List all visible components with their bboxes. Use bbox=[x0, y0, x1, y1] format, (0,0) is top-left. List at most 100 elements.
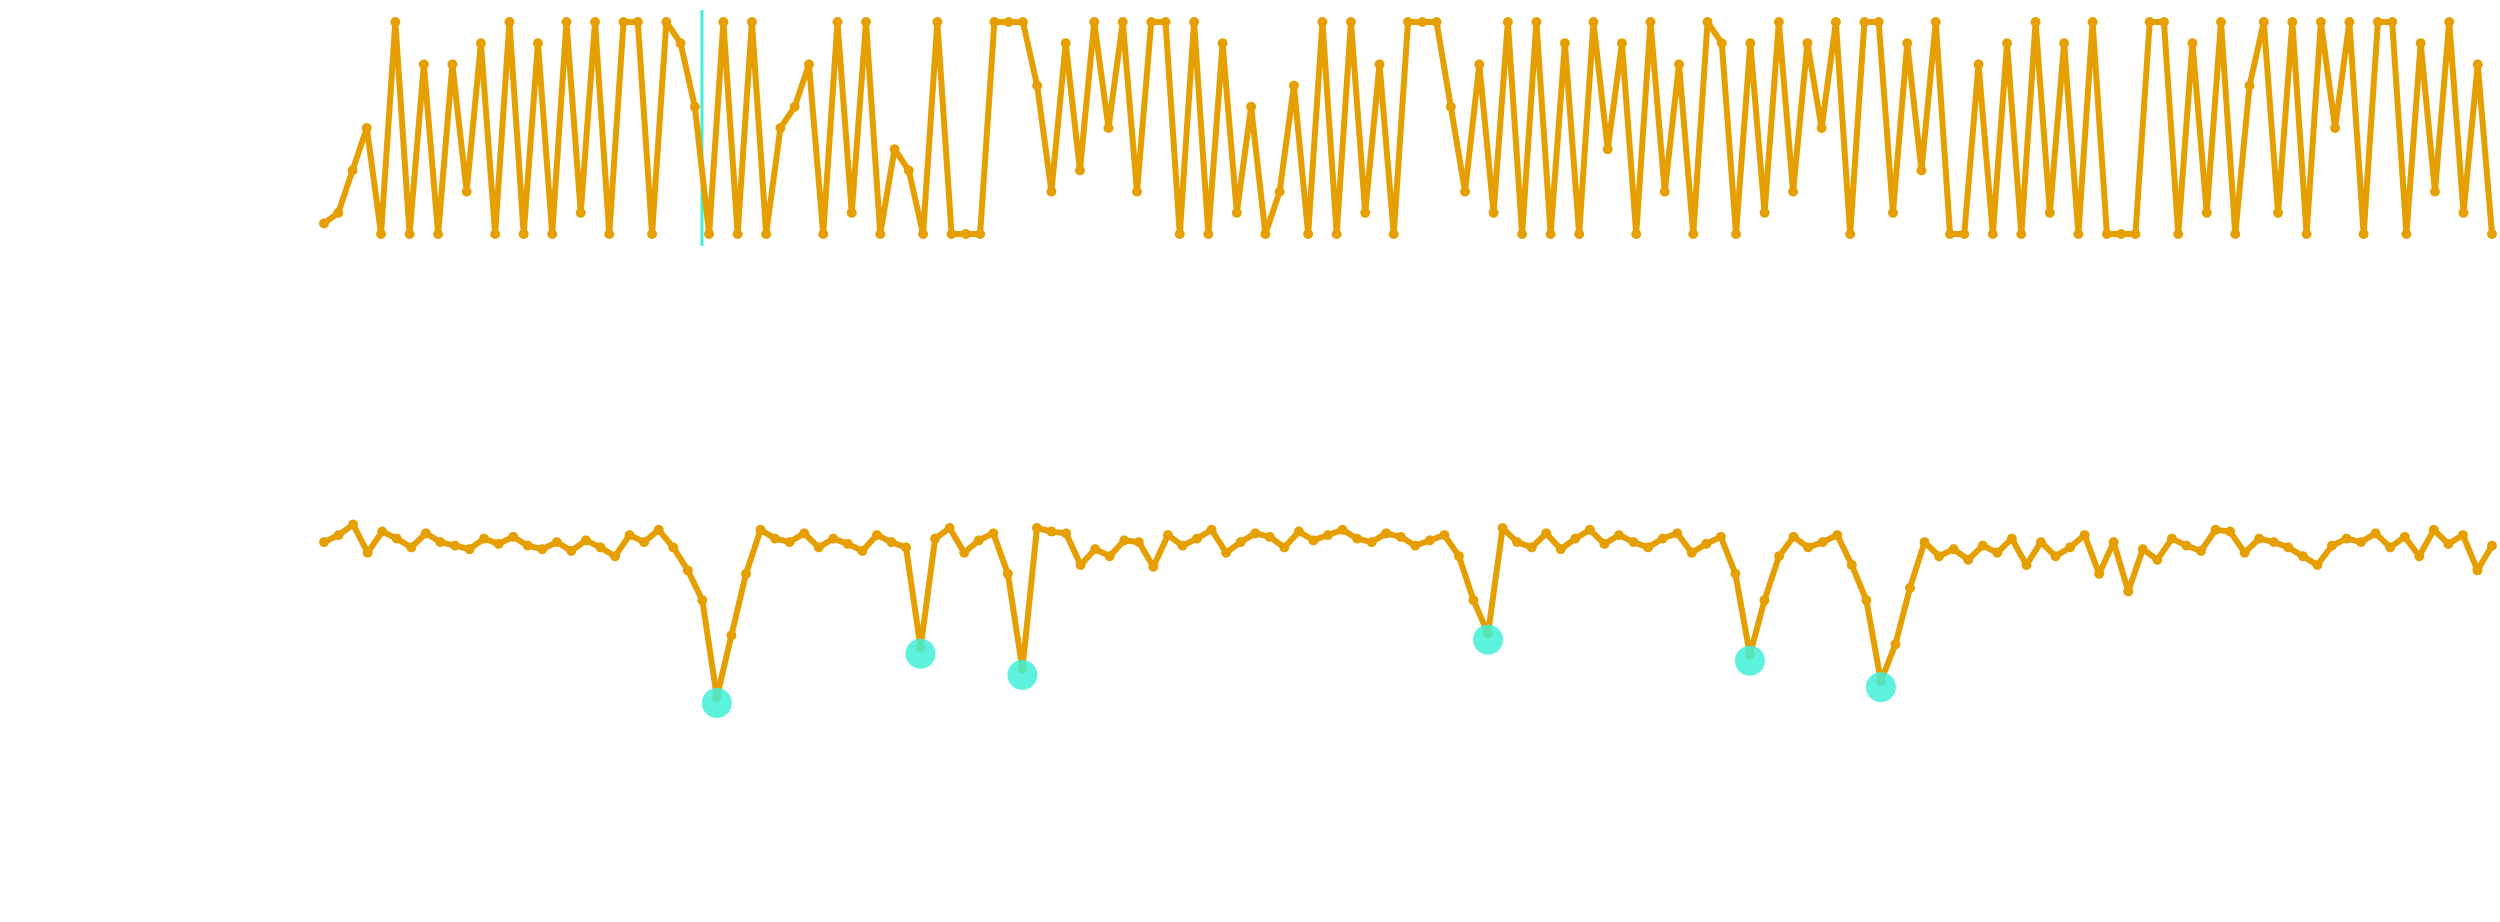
point bbox=[726, 630, 737, 641]
point bbox=[1902, 38, 1913, 49]
point bbox=[1745, 38, 1756, 49]
point bbox=[1403, 17, 1413, 27]
point bbox=[682, 565, 693, 576]
point bbox=[1541, 528, 1552, 539]
point bbox=[889, 144, 900, 155]
highlight bbox=[905, 638, 936, 669]
point bbox=[1574, 229, 1585, 239]
point bbox=[319, 218, 329, 229]
point bbox=[1274, 186, 1285, 197]
point bbox=[537, 544, 548, 555]
point bbox=[1445, 101, 1456, 112]
point bbox=[1517, 229, 1528, 239]
series-line bbox=[322, 19, 2495, 237]
point bbox=[704, 229, 715, 239]
point bbox=[1832, 530, 1843, 541]
point bbox=[508, 531, 519, 542]
point bbox=[770, 533, 781, 544]
point bbox=[1715, 531, 1726, 542]
point bbox=[1439, 530, 1450, 541]
point bbox=[1217, 38, 1228, 49]
point bbox=[1360, 207, 1371, 218]
point bbox=[2101, 229, 2112, 239]
point bbox=[333, 207, 344, 218]
point bbox=[1090, 544, 1101, 555]
point bbox=[718, 17, 729, 27]
point bbox=[746, 17, 757, 27]
point bbox=[2472, 59, 2483, 70]
point bbox=[2254, 533, 2265, 544]
point bbox=[2173, 229, 2184, 239]
point bbox=[1206, 524, 1217, 535]
point bbox=[675, 38, 686, 49]
point bbox=[1959, 229, 1970, 239]
point bbox=[1417, 17, 1428, 27]
point bbox=[1177, 540, 1188, 551]
point bbox=[1890, 639, 1901, 650]
point bbox=[1381, 528, 1392, 539]
point bbox=[2330, 123, 2341, 133]
point bbox=[624, 530, 635, 541]
point bbox=[532, 38, 543, 49]
point bbox=[2244, 80, 2255, 91]
point bbox=[1075, 560, 1086, 570]
point bbox=[2230, 229, 2241, 239]
point bbox=[2415, 38, 2426, 49]
point bbox=[1788, 186, 1799, 197]
point bbox=[1701, 538, 1712, 549]
point bbox=[775, 123, 786, 133]
point bbox=[1830, 17, 1841, 27]
point bbox=[2087, 17, 2098, 27]
point bbox=[1250, 528, 1261, 539]
point bbox=[2487, 229, 2497, 239]
point bbox=[2144, 17, 2155, 27]
point bbox=[435, 537, 446, 548]
point bbox=[406, 542, 417, 553]
point bbox=[1559, 38, 1570, 49]
point bbox=[2035, 537, 2046, 548]
point bbox=[595, 542, 606, 553]
point bbox=[2108, 537, 2119, 548]
point bbox=[1162, 530, 1173, 541]
point bbox=[2326, 540, 2337, 551]
point bbox=[2006, 533, 2017, 544]
point bbox=[803, 59, 814, 70]
point bbox=[1352, 533, 1363, 544]
point bbox=[2372, 17, 2383, 27]
point bbox=[490, 229, 501, 239]
point bbox=[732, 229, 743, 239]
point bbox=[1160, 17, 1171, 27]
point bbox=[2044, 207, 2055, 218]
point bbox=[2201, 207, 2212, 218]
point bbox=[647, 229, 658, 239]
highlight bbox=[1007, 659, 1038, 690]
point bbox=[1410, 540, 1421, 551]
point bbox=[1293, 526, 1304, 537]
point bbox=[1555, 544, 1566, 555]
point bbox=[1231, 207, 1242, 218]
point bbox=[1331, 229, 1342, 239]
point bbox=[2195, 545, 2206, 556]
point bbox=[1631, 229, 1642, 239]
highlight bbox=[701, 688, 732, 718]
point bbox=[1977, 540, 1988, 551]
point bbox=[333, 530, 344, 541]
point bbox=[2356, 537, 2367, 548]
point bbox=[988, 528, 999, 539]
point bbox=[347, 165, 358, 176]
point bbox=[2225, 526, 2236, 537]
point bbox=[1919, 537, 1930, 548]
point bbox=[2094, 568, 2105, 579]
point bbox=[875, 229, 886, 239]
point bbox=[2444, 17, 2455, 27]
point bbox=[1031, 523, 1042, 534]
point bbox=[2059, 38, 2070, 49]
point bbox=[1103, 123, 1114, 133]
point bbox=[464, 544, 475, 555]
point bbox=[2210, 524, 2221, 535]
point bbox=[918, 229, 929, 239]
series-line bbox=[322, 521, 2495, 700]
point bbox=[433, 229, 444, 239]
